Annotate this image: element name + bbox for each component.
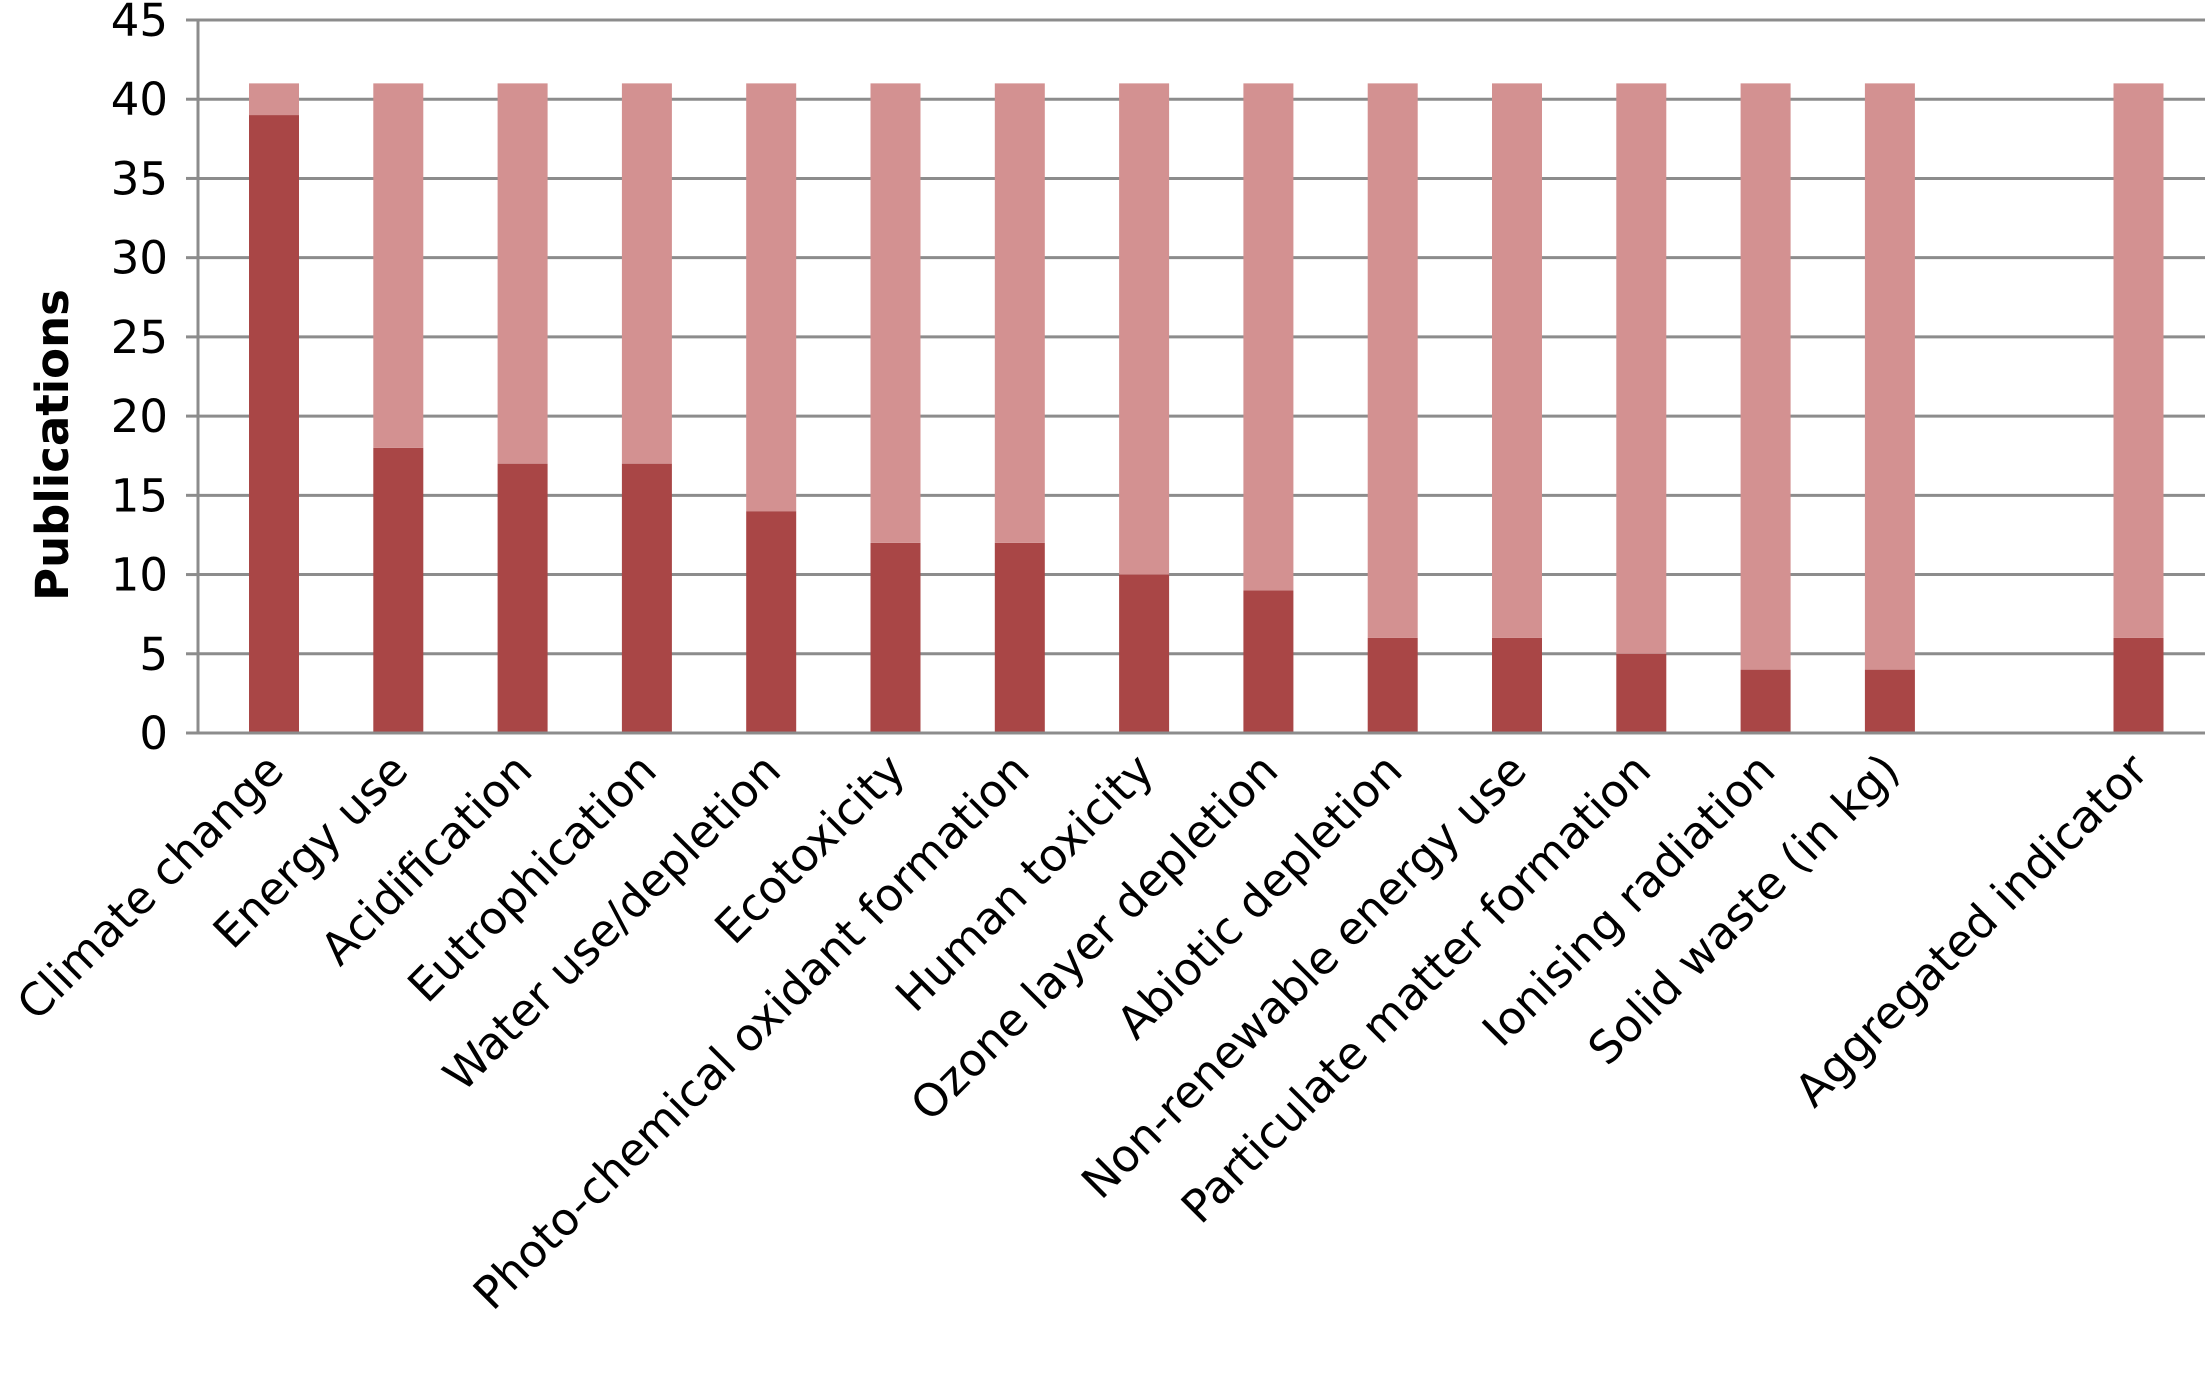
y-tick-label: 10 xyxy=(111,549,168,602)
bar-segment-2 xyxy=(1864,83,1915,670)
bar-segment-2 xyxy=(621,83,672,464)
bar-segment-2 xyxy=(497,83,548,464)
bars xyxy=(249,83,2164,734)
bar-segment-1 xyxy=(1616,653,1667,733)
y-tick-label: 40 xyxy=(111,73,168,126)
bar-segment-2 xyxy=(1367,83,1418,638)
y-axis-title: Publications xyxy=(26,289,79,601)
y-tick-label: 0 xyxy=(139,707,168,760)
y-tick-label: 20 xyxy=(111,390,168,443)
y-tick-label: 25 xyxy=(111,311,168,364)
y-tick-label: 45 xyxy=(111,0,168,47)
bar-segment-1 xyxy=(621,463,672,733)
bar-segment-2 xyxy=(1616,83,1667,654)
bar-segment-2 xyxy=(1740,83,1791,670)
bar-segment-1 xyxy=(1492,637,1542,733)
bar-segment-2 xyxy=(249,83,299,116)
y-tick-label: 30 xyxy=(111,232,168,285)
bar-segment-1 xyxy=(1864,669,1915,733)
bar-segment-2 xyxy=(994,83,1045,543)
bar-segment-1 xyxy=(746,511,797,733)
bar-segment-1 xyxy=(870,542,921,733)
bar-segment-2 xyxy=(1492,83,1542,638)
bar-segment-1 xyxy=(373,447,424,733)
bar-segment-2 xyxy=(746,83,797,512)
bar-segment-1 xyxy=(994,542,1045,733)
y-tick-label: 15 xyxy=(111,469,168,522)
axes xyxy=(186,18,2205,735)
bar-segment-1 xyxy=(2113,637,2164,733)
bar-segment-2 xyxy=(1243,83,1294,591)
bar-segment-1 xyxy=(1740,669,1791,733)
y-tick-label: 35 xyxy=(111,152,168,205)
bar-segment-2 xyxy=(2113,83,2164,638)
bar-segment-1 xyxy=(1367,637,1418,733)
bar-segment-1 xyxy=(1119,574,1170,733)
bar-segment-1 xyxy=(249,115,299,734)
bar-segment-2 xyxy=(1119,83,1170,575)
bar-segment-1 xyxy=(1243,590,1294,733)
bar-segment-2 xyxy=(870,83,921,543)
bar-segment-2 xyxy=(373,83,424,448)
bar-segment-1 xyxy=(497,463,548,733)
y-tick-label: 5 xyxy=(139,628,168,681)
